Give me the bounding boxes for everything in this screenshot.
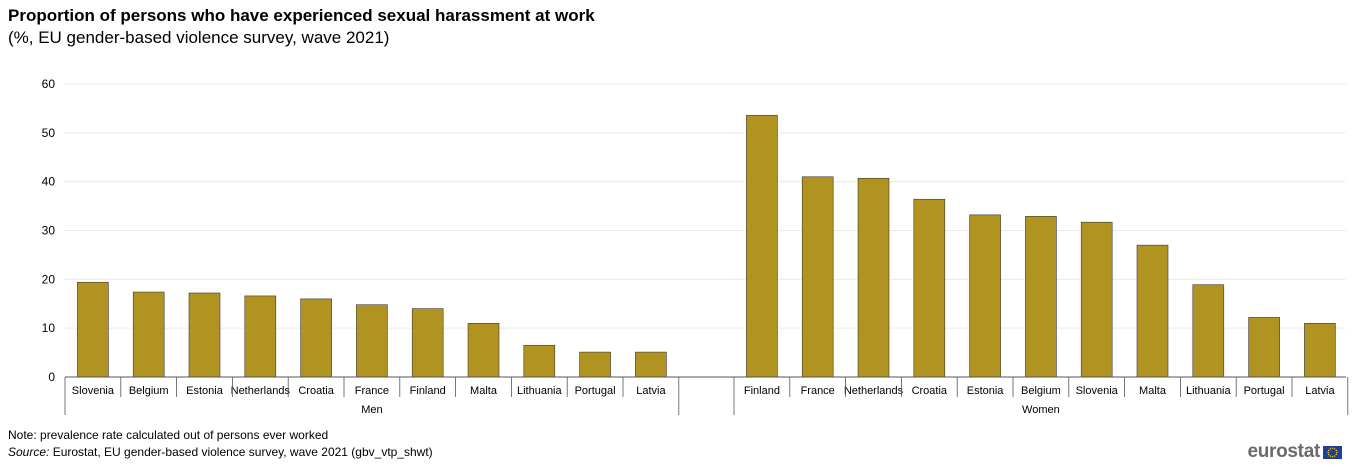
x-tick-label: Croatia (912, 385, 948, 397)
bar (1025, 216, 1057, 378)
eurostat-logo: eurostat (1247, 441, 1342, 463)
chart-title: Proportion of persons who have experienc… (8, 6, 595, 25)
y-tick-label: 20 (42, 272, 56, 286)
bar (244, 295, 277, 378)
bar (411, 308, 444, 378)
x-tick-label: Latvia (636, 385, 666, 397)
bar (356, 304, 388, 378)
bar (1080, 221, 1113, 378)
x-tick-label: Malta (470, 385, 498, 397)
chart-subtitle: (%, EU gender-based violence survey, wav… (8, 28, 390, 47)
bar (300, 298, 332, 378)
source-line: Source: Eurostat, EU gender-based violen… (8, 445, 433, 459)
x-tick-label: France (801, 385, 835, 397)
x-tick-label: Latvia (1305, 385, 1335, 397)
bar (801, 176, 834, 378)
y-tick-label: 60 (42, 77, 56, 91)
y-tick-label: 10 (42, 321, 56, 335)
bar (579, 351, 611, 378)
logo-text: eurostat (1247, 441, 1320, 462)
x-tick-label: Belgium (129, 385, 169, 397)
bar (635, 351, 667, 378)
bar (1248, 317, 1280, 378)
bar (1192, 284, 1225, 378)
group-label: Men (361, 404, 382, 416)
bar (1304, 322, 1336, 378)
y-tick-label: 40 (42, 175, 56, 189)
y-tick-label: 50 (42, 126, 56, 140)
x-tick-label: Estonia (967, 385, 1005, 397)
x-tick-label: Netherlands (231, 385, 291, 397)
bar (77, 281, 109, 378)
bar (523, 344, 556, 378)
x-tick-label: Slovenia (72, 385, 115, 397)
source-label: Source: (8, 445, 50, 459)
x-tick-label: Finland (744, 385, 780, 397)
x-tick-label: Netherlands (844, 385, 904, 397)
x-tick-label: Estonia (186, 385, 224, 397)
eu-flag-icon (1323, 445, 1342, 459)
x-tick-label: Lithuania (1186, 385, 1232, 397)
x-tick-label: Lithuania (517, 385, 563, 397)
x-tick-label: Malta (1139, 385, 1167, 397)
bar (857, 177, 890, 378)
x-tick-label: France (355, 385, 389, 397)
bar (467, 322, 500, 378)
bar (132, 291, 165, 378)
x-tick-label: Slovenia (1076, 385, 1119, 397)
x-tick-label: Finland (410, 385, 446, 397)
bar (746, 114, 778, 378)
x-tick-label: Croatia (298, 385, 334, 397)
bar (969, 214, 1001, 378)
x-tick-label: Portugal (575, 385, 616, 397)
bar (188, 292, 221, 378)
group-label: Women (1022, 404, 1060, 416)
x-tick-label: Belgium (1021, 385, 1061, 397)
source-text: Eurostat, EU gender-based violence surve… (49, 445, 433, 459)
bar (1136, 244, 1169, 378)
y-tick-label: 30 (42, 224, 56, 238)
bar-chart: 0 10 20 30 40 50 60 Slovenia Belgium Estonia Nethe… (42, 77, 1349, 416)
y-tick-label: 0 (48, 370, 55, 384)
bar (913, 198, 946, 378)
footnote: Note: prevalence rate calculated out of … (8, 428, 329, 442)
x-tick-label: Portugal (1244, 385, 1285, 397)
